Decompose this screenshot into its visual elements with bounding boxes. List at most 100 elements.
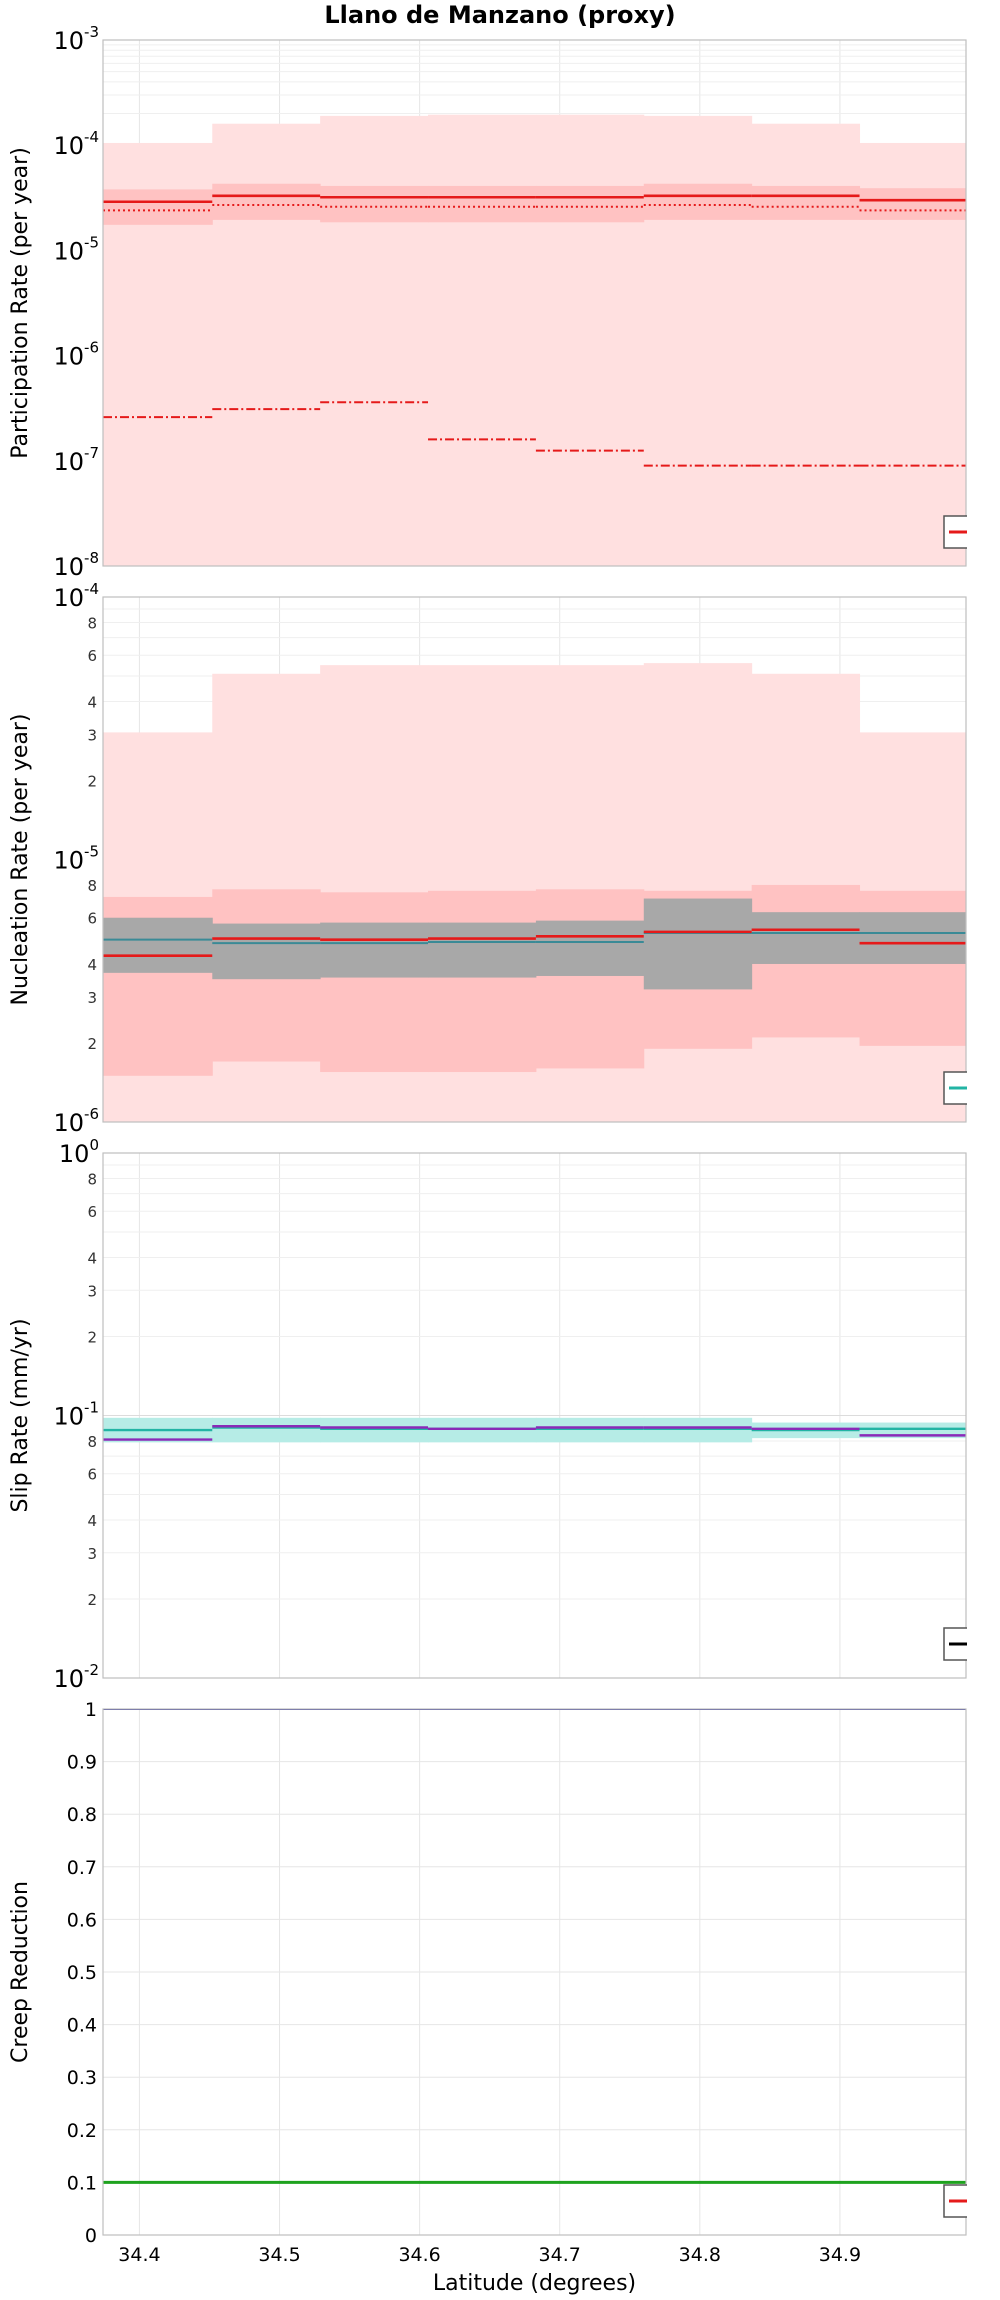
legend [943, 1627, 971, 1661]
y-tick-label: 6 [87, 647, 97, 665]
plot-area [103, 1417, 966, 1443]
y-tick-label: 10-8 [53, 549, 99, 581]
plot-frame [102, 596, 967, 1123]
band-segment [751, 185, 861, 220]
y-tick-label: 0.8 [67, 1804, 97, 1826]
series-red-mean [103, 928, 966, 958]
band-inner-range [103, 183, 966, 225]
band-segment [535, 185, 645, 223]
y-tick-label: 2 [87, 1328, 97, 1346]
x-tick-label: 34.8 [679, 2244, 721, 2266]
plot-area [103, 114, 966, 566]
legend [943, 515, 971, 549]
plot-frame [102, 1708, 967, 2236]
band-segment [320, 922, 429, 978]
band-segment [751, 912, 861, 964]
y-tick-label: 0.4 [67, 2015, 97, 2037]
y-tick-label: 8 [87, 614, 97, 632]
y-tick-label: 0 [85, 2225, 97, 2247]
x-tick-label: 34.4 [118, 2244, 160, 2266]
band-segment [103, 917, 213, 973]
band-segment [535, 114, 645, 566]
plot-area [103, 663, 966, 1122]
chart-title: Llano de Manzano (proxy) [324, 1, 676, 29]
panel-creep: 1 0.9 0.8 0.7 0.6 0.5 0.4 0.3 0.2 0.1 0 Creep Reduc… [8, 1699, 971, 2296]
y-tick-labels: 100 8 6 4 3 2 10-1 8 6 4 3 2 10-2 [53, 1136, 99, 1693]
x-tick-labels: 34.4 34.5 34.6 34.7 34.8 34.9 [118, 2244, 861, 2266]
y-tick-label: 3 [87, 1545, 97, 1563]
y-tick-label: 3 [87, 726, 97, 744]
x-tick-label: 34.9 [819, 2244, 861, 2266]
y-axis-label: Participation Rate (per year) [8, 147, 33, 459]
y-tick-label: 10-6 [53, 339, 99, 371]
band-segment [859, 912, 966, 964]
plot-area [103, 1709, 966, 2184]
y-tick-label: 10-5 [53, 233, 99, 265]
band-segment [320, 185, 429, 223]
y-tick-label: 0.1 [67, 2172, 97, 2194]
band-segment [428, 185, 537, 223]
legend [943, 2184, 971, 2218]
legend [943, 1071, 971, 1105]
band-segment [643, 898, 753, 990]
band-segment [859, 188, 966, 220]
y-tick-label: 10-7 [53, 444, 99, 476]
y-tick-label: 0.6 [67, 1909, 97, 1931]
band-segment [428, 922, 537, 978]
y-tick-label: 10-6 [53, 1105, 99, 1137]
x-tick-label: 34.7 [539, 2244, 581, 2266]
panel-participation: 10-3 10-4 10-5 10-6 10-7 10-8 Participation Ra… [8, 23, 971, 581]
y-tick-label: 10-4 [53, 128, 99, 160]
y-tick-label: 0.5 [67, 1962, 97, 1984]
band-segment [535, 889, 645, 1069]
y-tick-label: 10-2 [53, 1661, 99, 1693]
y-tick-label: 10-5 [53, 843, 99, 875]
x-tick-label: 34.6 [398, 2244, 440, 2266]
series-min [103, 204, 966, 212]
band-segment [643, 115, 753, 566]
band-segment [428, 1417, 537, 1443]
y-tick-label: 2 [87, 772, 97, 790]
band-segment [320, 1417, 429, 1443]
plot-frame [102, 1152, 967, 1679]
band-segment [535, 1417, 645, 1443]
band-segment [320, 892, 429, 1073]
y-axis-label: Nucleation Rate (per year) [8, 714, 33, 1006]
x-tick-label: 34.5 [258, 2244, 300, 2266]
y-tick-label: 0.3 [67, 2067, 97, 2089]
y-tick-label: 6 [87, 910, 97, 928]
y-tick-labels: 1 0.9 0.8 0.7 0.6 0.5 0.4 0.3 0.2 0.1 0 [67, 1699, 97, 2247]
band-segment [643, 1417, 753, 1443]
band-segment [212, 923, 321, 980]
gridlines [103, 1153, 966, 1679]
y-tick-label: 1 [85, 1699, 97, 1721]
y-axis-label: Creep Reduction [8, 1881, 33, 2063]
y-tick-label: 0.9 [67, 1752, 97, 1774]
band-segment [535, 920, 645, 976]
y-tick-label: 10-1 [53, 1399, 99, 1431]
y-tick-label: 10-3 [53, 23, 99, 55]
y-tick-label: 2 [87, 1591, 97, 1609]
plot-frame [102, 39, 967, 567]
y-tick-label: 3 [87, 989, 97, 1007]
y-tick-label: 8 [87, 1433, 97, 1451]
band-segment [103, 189, 213, 225]
x-axis-label: Latitude (degrees) [433, 2271, 636, 2296]
right-margin [967, 0, 1000, 2300]
band-segment [428, 890, 537, 1073]
band-segment [212, 1417, 321, 1443]
band-segment [643, 183, 753, 220]
y-tick-labels: 10-4 8 6 4 3 2 10-5 8 6 4 3 2 10-6 [53, 580, 99, 1137]
y-tick-label: 4 [87, 1249, 97, 1267]
y-tick-label: 4 [87, 1512, 97, 1530]
band-gray-range [103, 898, 966, 990]
y-tick-label: 8 [87, 877, 97, 895]
y-tick-label: 4 [87, 956, 97, 974]
gridlines [103, 1708, 966, 2236]
y-tick-label: 8 [87, 1170, 97, 1188]
y-tick-label: 4 [87, 693, 97, 711]
band-outer-range [103, 114, 966, 566]
band-segment [320, 115, 429, 566]
y-tick-labels: 10-3 10-4 10-5 10-6 10-7 10-8 [53, 23, 99, 581]
